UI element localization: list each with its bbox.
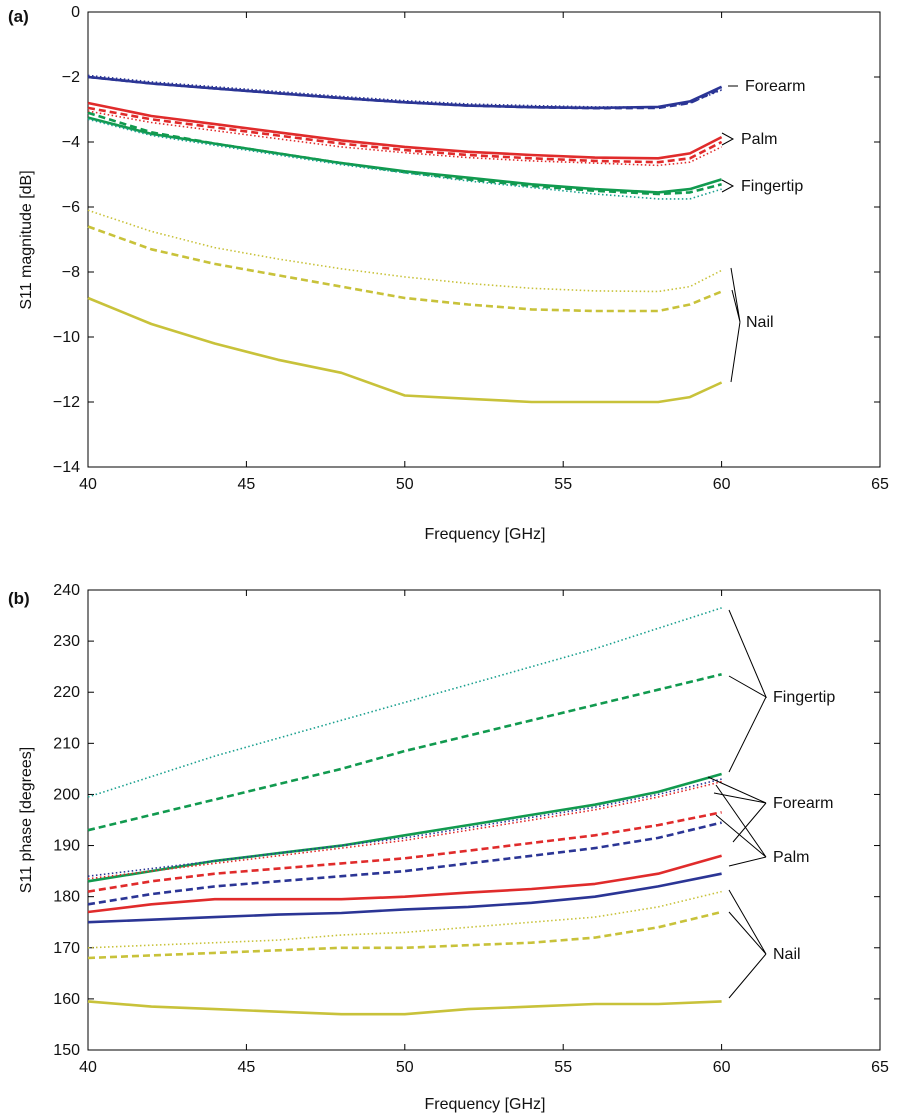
- x-tick-label: 60: [713, 476, 731, 493]
- series-line-forearm-dashed: [87, 821, 722, 906]
- x-tick-label: 55: [554, 476, 572, 493]
- annotation-forearm-a: Forearm: [745, 78, 805, 95]
- callout-line-fingertip-b: [728, 609, 768, 773]
- x-tick-label: 45: [238, 1059, 256, 1076]
- y-tick-label: −10: [53, 329, 80, 346]
- y-tick-label: 190: [53, 838, 80, 855]
- series-line-nail-solid: [87, 296, 723, 404]
- x-tick-label: 40: [79, 1059, 97, 1076]
- x-tick-label: 60: [713, 1059, 731, 1076]
- y-tick-label: 180: [53, 889, 80, 906]
- series-line-palm-dashed: [87, 811, 722, 893]
- series-line-forearm-solid: [87, 872, 722, 924]
- annotation-nail-b: Nail: [773, 946, 801, 963]
- series-line-fingertip-dashed: [87, 673, 722, 832]
- callout-line-fingertip-a: [721, 179, 735, 193]
- y-tick-label: −12: [53, 394, 80, 411]
- tick-group-b: 40 45 50 55 60 65 150 160 170 180 190 200 210 220 230 2…: [53, 582, 889, 1076]
- series-group-a: [87, 74, 723, 404]
- callout-line-nail-a: [730, 267, 741, 383]
- x-tick-label: 55: [554, 1059, 572, 1076]
- y-axis-title-a: S11 magnitude [dB]: [18, 170, 35, 309]
- plot-frame-a: [87, 11, 881, 468]
- panel-b-phase-chart: (b) 40 45 50 55 60 65 150 160 170 180 190 200 210 220…: [8, 582, 889, 1113]
- x-tick-label: 40: [79, 476, 97, 493]
- y-tick-label: −6: [62, 199, 80, 216]
- y-tick-label: 200: [53, 786, 80, 803]
- x-tick-label: 45: [238, 476, 256, 493]
- series-group-b: [87, 607, 722, 1016]
- x-axis-title-b: Frequency [GHz]: [425, 1096, 546, 1113]
- callout-line-forearm-b: [707, 776, 767, 843]
- annotation-palm-a: Palm: [741, 131, 777, 148]
- y-tick-label: −4: [62, 134, 80, 151]
- series-line-nail-dashed: [87, 910, 722, 960]
- annotation-palm-b: Palm: [773, 849, 809, 866]
- y-tick-label: 150: [53, 1042, 80, 1059]
- annotation-fingertip-a: Fingertip: [741, 178, 803, 195]
- panel-label-b: (b): [8, 589, 30, 608]
- y-tick-label: 220: [53, 684, 80, 701]
- annotation-nail-a: Nail: [746, 314, 774, 331]
- series-line-palm-dashed: [87, 106, 723, 164]
- callout-line-palm-b: [715, 784, 767, 867]
- series-line-fingertip-solid: [87, 116, 722, 194]
- series-line-fingertip-dotted: [87, 607, 722, 798]
- series-line-fingertip-dashed: [87, 111, 722, 196]
- series-line-nail-solid: [87, 1000, 722, 1016]
- y-tick-label: −8: [62, 264, 80, 281]
- series-line-palm-dotted: [87, 780, 722, 880]
- y-tick-label: 0: [71, 4, 80, 21]
- y-tick-label: 170: [53, 940, 80, 957]
- x-axis-title-a: Frequency [GHz]: [425, 526, 546, 543]
- annotation-forearm-b: Forearm: [773, 795, 833, 812]
- callouts-a: [721, 85, 741, 383]
- x-tick-label: 65: [871, 1059, 889, 1076]
- y-axis-title-b: S11 phase [degrees]: [18, 747, 35, 893]
- y-tick-label: 230: [53, 633, 80, 650]
- series-line-nail-dotted: [87, 209, 722, 293]
- series-line-forearm-dotted: [87, 74, 722, 108]
- series-line-nail-dashed: [87, 225, 723, 313]
- y-tick-label: 210: [53, 735, 80, 752]
- y-tick-label: −2: [62, 69, 80, 86]
- x-tick-label: 50: [396, 1059, 414, 1076]
- series-line-palm-solid: [87, 854, 722, 914]
- tick-group-a: 40 45 50 55 60 65 −14 −12 −10 −8 −6 −4 −2 0: [53, 4, 889, 493]
- y-tick-label: 160: [53, 991, 80, 1008]
- series-line-forearm-dotted: [87, 778, 722, 877]
- callout-line-nail-b: [728, 889, 767, 999]
- series-line-nail-dotted: [87, 890, 722, 949]
- x-tick-label: 65: [871, 476, 889, 493]
- y-tick-label: −14: [53, 459, 80, 476]
- series-line-fingertip-solid: [87, 772, 722, 883]
- callout-line-palm-a: [721, 132, 735, 146]
- panel-a-magnitude-chart: (a) 40 45 50 55 60 65 −14 −12 −10 −8 −6 −4 −2 0 Frequ…: [8, 4, 889, 543]
- annotation-fingertip-b: Fingertip: [773, 689, 835, 706]
- panel-label-a: (a): [8, 7, 29, 26]
- x-tick-label: 50: [396, 476, 414, 493]
- y-tick-label: 240: [53, 582, 80, 599]
- callouts-b: [707, 609, 768, 999]
- series-line-palm-solid: [87, 101, 723, 160]
- series-line-forearm-solid: [87, 75, 723, 110]
- plot-frame-b: [87, 589, 881, 1051]
